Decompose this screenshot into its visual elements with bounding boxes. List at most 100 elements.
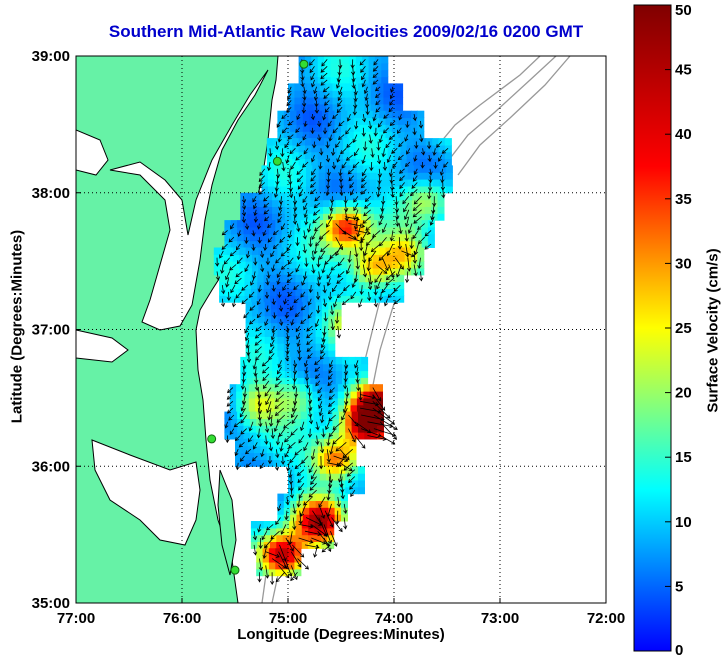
velocity-arrow [303, 120, 308, 128]
velocity-arrow [220, 298, 226, 308]
velocity-cell [366, 261, 374, 269]
velocity-cell [316, 356, 324, 365]
velocity-arrow [311, 79, 316, 88]
velocity-arrow [321, 59, 328, 67]
velocity-cell [247, 445, 255, 454]
velocity-cell [378, 281, 386, 289]
velocity-arrow [275, 394, 285, 403]
velocity-cell [341, 493, 348, 501]
velocity-cell [261, 404, 269, 413]
velocity-cell [264, 329, 272, 337]
velocity-cell [361, 192, 369, 201]
velocity-cell [288, 432, 295, 440]
velocity-cell [345, 226, 353, 235]
velocity-cell [433, 165, 441, 173]
velocity-arrow [239, 455, 245, 462]
velocity-arrow [297, 558, 309, 570]
velocity-cell [271, 254, 278, 262]
velocity-cell [315, 309, 323, 317]
velocity-cell [294, 418, 302, 426]
velocity-cell [310, 192, 318, 201]
velocity-cell [296, 322, 304, 331]
velocity-arrow [292, 373, 297, 383]
velocity-arrow [278, 196, 284, 205]
velocity-cell [361, 206, 369, 214]
velocity-cell [348, 356, 356, 365]
velocity-arrow [225, 271, 231, 281]
velocity-arrow [389, 175, 394, 184]
velocity-cell [258, 350, 266, 358]
velocity-cell [280, 397, 288, 406]
velocity-cell [286, 397, 294, 406]
velocity-arrow [335, 141, 341, 148]
velocity-cell [225, 274, 233, 283]
velocity-arrow [278, 305, 284, 312]
velocity-cell [286, 404, 294, 413]
velocity-cell [332, 466, 340, 474]
velocity-cell [379, 268, 387, 276]
velocity-cell [288, 103, 295, 112]
velocity-arrow [420, 161, 425, 169]
velocity-arrow [388, 107, 394, 113]
velocity-arrow [413, 154, 418, 162]
velocity-cell [245, 309, 253, 317]
velocity-cell [344, 172, 352, 180]
velocity-cell [334, 268, 342, 276]
velocity-arrow [283, 421, 292, 429]
velocity-cell [290, 350, 298, 358]
velocity-cell [398, 131, 406, 139]
velocity-cell [411, 117, 418, 125]
velocity-cell [295, 295, 303, 303]
velocity-cell [290, 131, 298, 139]
velocity-cell [231, 274, 239, 283]
velocity-arrow [256, 312, 262, 319]
velocity-arrow [276, 271, 281, 278]
velocity-arrow [304, 257, 309, 268]
velocity-cell [325, 391, 333, 399]
velocity-cell [379, 131, 387, 139]
velocity-cell [427, 233, 435, 242]
velocity-cell [265, 213, 273, 221]
velocity-arrow [372, 79, 379, 85]
velocity-cell [361, 370, 369, 378]
velocity-arrow [307, 428, 313, 438]
velocity-arrow [360, 66, 366, 73]
velocity-arrow [354, 243, 359, 258]
isobath-line [457, 56, 571, 176]
velocity-cell [433, 185, 441, 194]
velocity-cell [432, 144, 440, 153]
velocity-arrow [293, 298, 299, 304]
velocity-arrow [302, 134, 307, 141]
velocity-cell [267, 179, 275, 187]
velocity-arrow [226, 407, 234, 414]
velocity-cell [387, 144, 395, 153]
velocity-arrow [240, 414, 248, 424]
velocity-cell [283, 110, 291, 119]
velocity-arrow [263, 195, 270, 202]
velocity-cell [363, 179, 371, 187]
velocity-arrow [262, 366, 270, 374]
velocity-cell [270, 288, 277, 296]
velocity-cell [336, 158, 344, 166]
velocity-cell [312, 397, 320, 406]
velocity-cell [249, 425, 257, 433]
velocity-arrow [381, 284, 388, 294]
velocity-cell [394, 138, 401, 146]
velocity-arrow [296, 113, 301, 120]
velocity-arrow [413, 195, 422, 205]
velocity-arrow [295, 154, 303, 161]
velocity-cell [323, 356, 330, 365]
velocity-cell [326, 486, 334, 495]
velocity-cell [290, 261, 298, 269]
velocity-cell [383, 226, 391, 235]
velocity-arrow [375, 264, 388, 274]
velocity-cell [299, 391, 307, 399]
velocity-cell [268, 233, 276, 242]
velocity-arrow [311, 524, 328, 537]
velocity-arrow [353, 271, 359, 283]
velocity-cell [323, 199, 330, 207]
velocity-cell [438, 138, 446, 146]
velocity-cell [300, 486, 308, 495]
velocity-cell [290, 336, 298, 344]
velocity-cell [329, 377, 337, 385]
